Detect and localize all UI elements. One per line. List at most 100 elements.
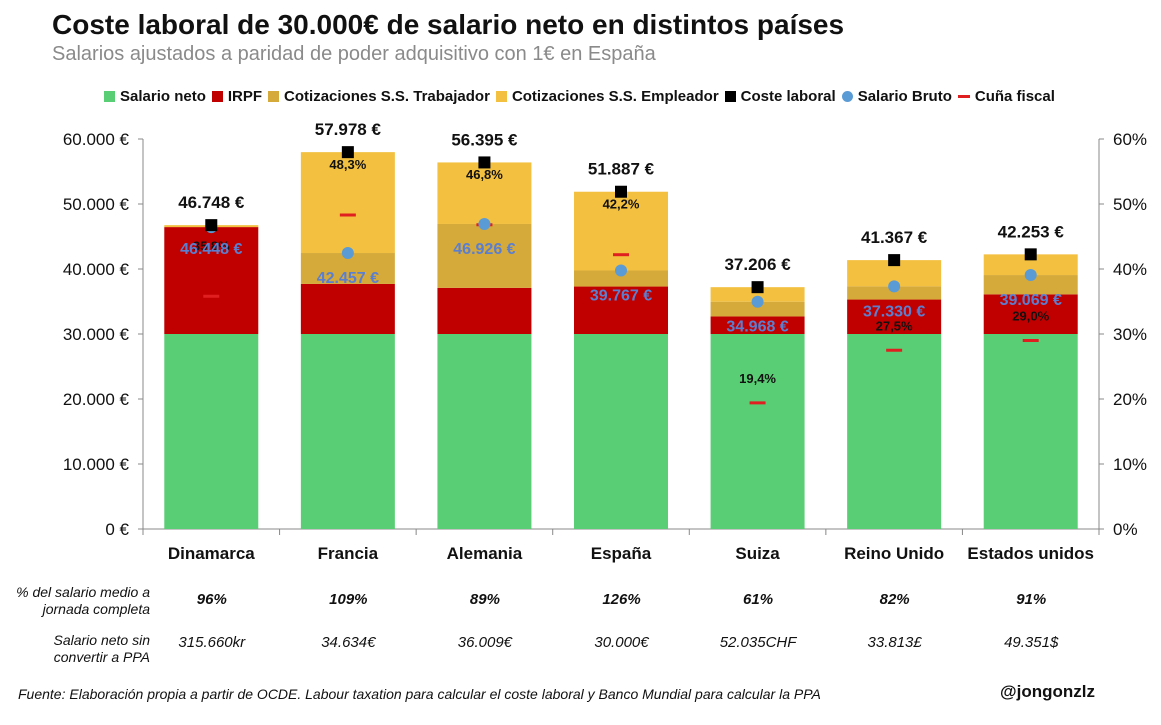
row-value-salario-medio: 82% bbox=[879, 591, 910, 608]
row-value-salario-neto-sin-ppa: 34.634€ bbox=[321, 634, 376, 651]
row-value-salario-medio: 126% bbox=[602, 591, 641, 608]
legend-swatch bbox=[211, 90, 223, 102]
coste-laboral-point bbox=[1024, 248, 1037, 261]
legend-label: Cuña fiscal bbox=[974, 87, 1055, 105]
salario-bruto-label: 46.448 € bbox=[180, 241, 242, 258]
salario-bruto-point bbox=[888, 280, 901, 293]
y-tick-label-right: 20% bbox=[1113, 390, 1147, 409]
cuna-fiscal-label: 48,3% bbox=[329, 157, 366, 172]
bar-segment-irpf bbox=[847, 299, 942, 334]
legend-label: Coste laboral bbox=[740, 87, 836, 105]
x-tick-label: Alemania bbox=[447, 544, 523, 563]
legend-swatch bbox=[841, 90, 853, 102]
bar-segment-irpf bbox=[574, 286, 668, 334]
bar-segment-irpf bbox=[437, 287, 532, 334]
salario-bruto-label: 37.330 € bbox=[863, 303, 925, 320]
legend-swatch bbox=[957, 94, 970, 98]
coste-laboral-label: 41.367 € bbox=[861, 228, 928, 247]
x-tick-label: Suiza bbox=[735, 544, 780, 563]
row-value-salario-neto-sin-ppa: 315.660kr bbox=[178, 634, 246, 651]
legend-item-salario-bruto: Salario Bruto bbox=[841, 87, 952, 105]
bar-segment-irpf bbox=[710, 316, 805, 334]
y-tick-label-left: 0 € bbox=[105, 520, 129, 539]
author-handle: @jongonzlz bbox=[1000, 682, 1095, 701]
bar-segment-cotizaciones-s-s-trabajador bbox=[847, 286, 942, 300]
row-label-salario-neto-sin-ppa: Salario neto sin convertir a PPA bbox=[53, 632, 150, 665]
salario-bruto-point bbox=[341, 247, 354, 260]
coste-laboral-label: 51.887 € bbox=[588, 160, 655, 179]
coste-laboral-point bbox=[478, 156, 491, 169]
legend-label: IRPF bbox=[227, 87, 263, 105]
y-tick-label-left: 40.000 € bbox=[63, 260, 130, 279]
row-value-salario-neto-sin-ppa: 49.351$ bbox=[1004, 634, 1059, 651]
legend-item-ss-trabajador: Cotizaciones S.S. Trabajador bbox=[268, 88, 490, 105]
bar-segment-cotizaciones-s-s-trabajador bbox=[710, 301, 805, 317]
y-tick-label-right: 10% bbox=[1113, 455, 1147, 474]
bar-segment-cotizaciones-s-s-empleador bbox=[437, 162, 532, 224]
coste-laboral-point bbox=[751, 281, 764, 294]
bar-segment-salario-neto bbox=[437, 334, 532, 529]
y-tick-label-left: 20.000 € bbox=[63, 390, 130, 409]
cuna-fiscal-label: 19,4% bbox=[739, 371, 776, 386]
y-tick-label-left: 30.000 € bbox=[63, 325, 130, 344]
row-value-salario-medio: 91% bbox=[1016, 591, 1047, 608]
salario-bruto-point bbox=[751, 295, 764, 308]
x-tick-label: Francia bbox=[318, 544, 379, 563]
legend-item-irpf: IRPF bbox=[211, 87, 263, 105]
salario-bruto-label: 39.069 € bbox=[1000, 292, 1062, 309]
x-tick-label: España bbox=[591, 544, 652, 563]
coste-laboral-label: 37.206 € bbox=[724, 255, 791, 274]
cuna-fiscal-label: 35,8% bbox=[193, 238, 230, 253]
bar-segment-cotizaciones-s-s-trabajador bbox=[437, 223, 532, 288]
coste-laboral-label: 56.395 € bbox=[451, 130, 518, 149]
cuna-fiscal-label: 46,8% bbox=[466, 167, 503, 182]
row-value-salario-medio: 109% bbox=[329, 591, 368, 608]
bar-segment-irpf bbox=[983, 294, 1078, 334]
y-tick-label-left: 10.000 € bbox=[63, 455, 130, 474]
bar-segment-cotizaciones-s-s-trabajador bbox=[574, 270, 668, 287]
legend-label: Cotizaciones S.S. Trabajador bbox=[284, 87, 490, 105]
row-value-salario-medio: 89% bbox=[469, 591, 500, 608]
cuna-fiscal-label: 29,0% bbox=[1012, 309, 1049, 324]
salario-bruto-label: 39.767 € bbox=[590, 288, 652, 305]
bar-segment-cotizaciones-s-s-trabajador bbox=[983, 275, 1078, 295]
bar-segment-irpf bbox=[300, 283, 395, 334]
cuna-fiscal-label: 42,2% bbox=[603, 197, 640, 212]
coste-laboral-label: 42.253 € bbox=[998, 222, 1065, 241]
bar-segment-cotizaciones-s-s-empleador bbox=[574, 191, 668, 271]
coste-laboral-point bbox=[341, 146, 354, 159]
y-tick-label-right: 60% bbox=[1113, 130, 1147, 149]
legend-label: Salario Bruto bbox=[857, 87, 952, 105]
bar-segment-irpf bbox=[164, 227, 259, 334]
coste-laboral-point bbox=[888, 254, 901, 267]
coste-laboral-point bbox=[615, 185, 627, 198]
legend-swatch bbox=[104, 90, 115, 102]
bar-segment-salario-neto bbox=[847, 334, 942, 529]
bar-segment-salario-neto bbox=[300, 334, 395, 529]
legend-item-salario-neto: Salario neto bbox=[104, 88, 206, 105]
bar-segment-salario-neto bbox=[574, 334, 668, 529]
bar-segment-salario-neto bbox=[164, 334, 259, 529]
coste-laboral-point bbox=[205, 219, 218, 232]
x-tick-label: Estados unidos bbox=[967, 544, 1094, 563]
y-tick-label-left: 50.000 € bbox=[63, 195, 130, 214]
x-tick-label: Reino Unido bbox=[844, 544, 944, 563]
legend-label: Cotizaciones S.S. Empleador bbox=[511, 87, 719, 105]
coste-laboral-label: 46.748 € bbox=[178, 193, 245, 212]
row-value-salario-neto-sin-ppa: 30.000€ bbox=[594, 634, 649, 651]
source-footnote: Fuente: Elaboración propia a partir de O… bbox=[18, 686, 821, 702]
chart-plot: 0 € 10.000 € 20.000 € 30.000 € 40.000 € 50.00… bbox=[63, 120, 1147, 563]
x-tick-label: Dinamarca bbox=[168, 544, 255, 563]
salario-bruto-point bbox=[1024, 269, 1037, 282]
bar-segment-cotizaciones-s-s-empleador bbox=[300, 152, 395, 254]
row-value-salario-neto-sin-ppa: 36.009€ bbox=[457, 634, 513, 651]
salario-bruto-point bbox=[615, 264, 627, 277]
legend-swatch bbox=[724, 90, 736, 102]
salario-bruto-label: 46.926 € bbox=[453, 241, 515, 258]
legend-swatch bbox=[268, 90, 280, 102]
salario-bruto-label: 34.968 € bbox=[726, 319, 788, 336]
coste-laboral-label: 57.978 € bbox=[315, 120, 382, 139]
y-tick-label-right: 50% bbox=[1113, 195, 1147, 214]
cuna-fiscal-label: 27,5% bbox=[876, 318, 913, 333]
chart-subtitle: Salarios ajustados a paridad de poder ad… bbox=[52, 43, 656, 65]
